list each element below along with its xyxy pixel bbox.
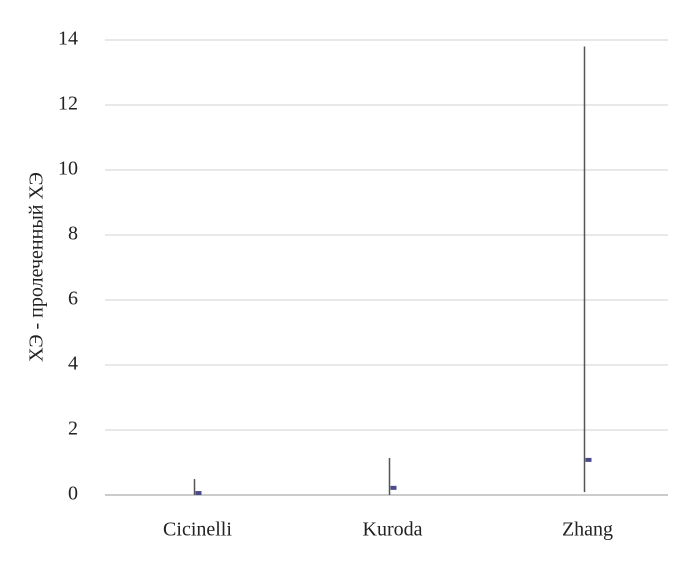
- y-tick-label: 0: [68, 483, 78, 505]
- y-tick-label: 8: [68, 223, 78, 245]
- x-tick-label: Zhang: [562, 519, 613, 541]
- y-tick-label: 6: [68, 288, 78, 310]
- y-tick-label: 2: [68, 418, 78, 440]
- y-tick-label: 4: [68, 353, 78, 375]
- y-axis-label: ХЭ - пролеченный ХЭ: [26, 172, 48, 362]
- point-estimate: [585, 457, 592, 462]
- x-tick-label: Kuroda: [363, 519, 423, 541]
- y-tick-label: 12: [58, 93, 78, 115]
- point-estimate: [390, 485, 397, 490]
- x-tick-label: Cicinelli: [163, 519, 232, 541]
- y-tick-label: 14: [58, 28, 78, 50]
- y-tick-label: 10: [58, 158, 78, 180]
- point-estimate: [195, 491, 202, 496]
